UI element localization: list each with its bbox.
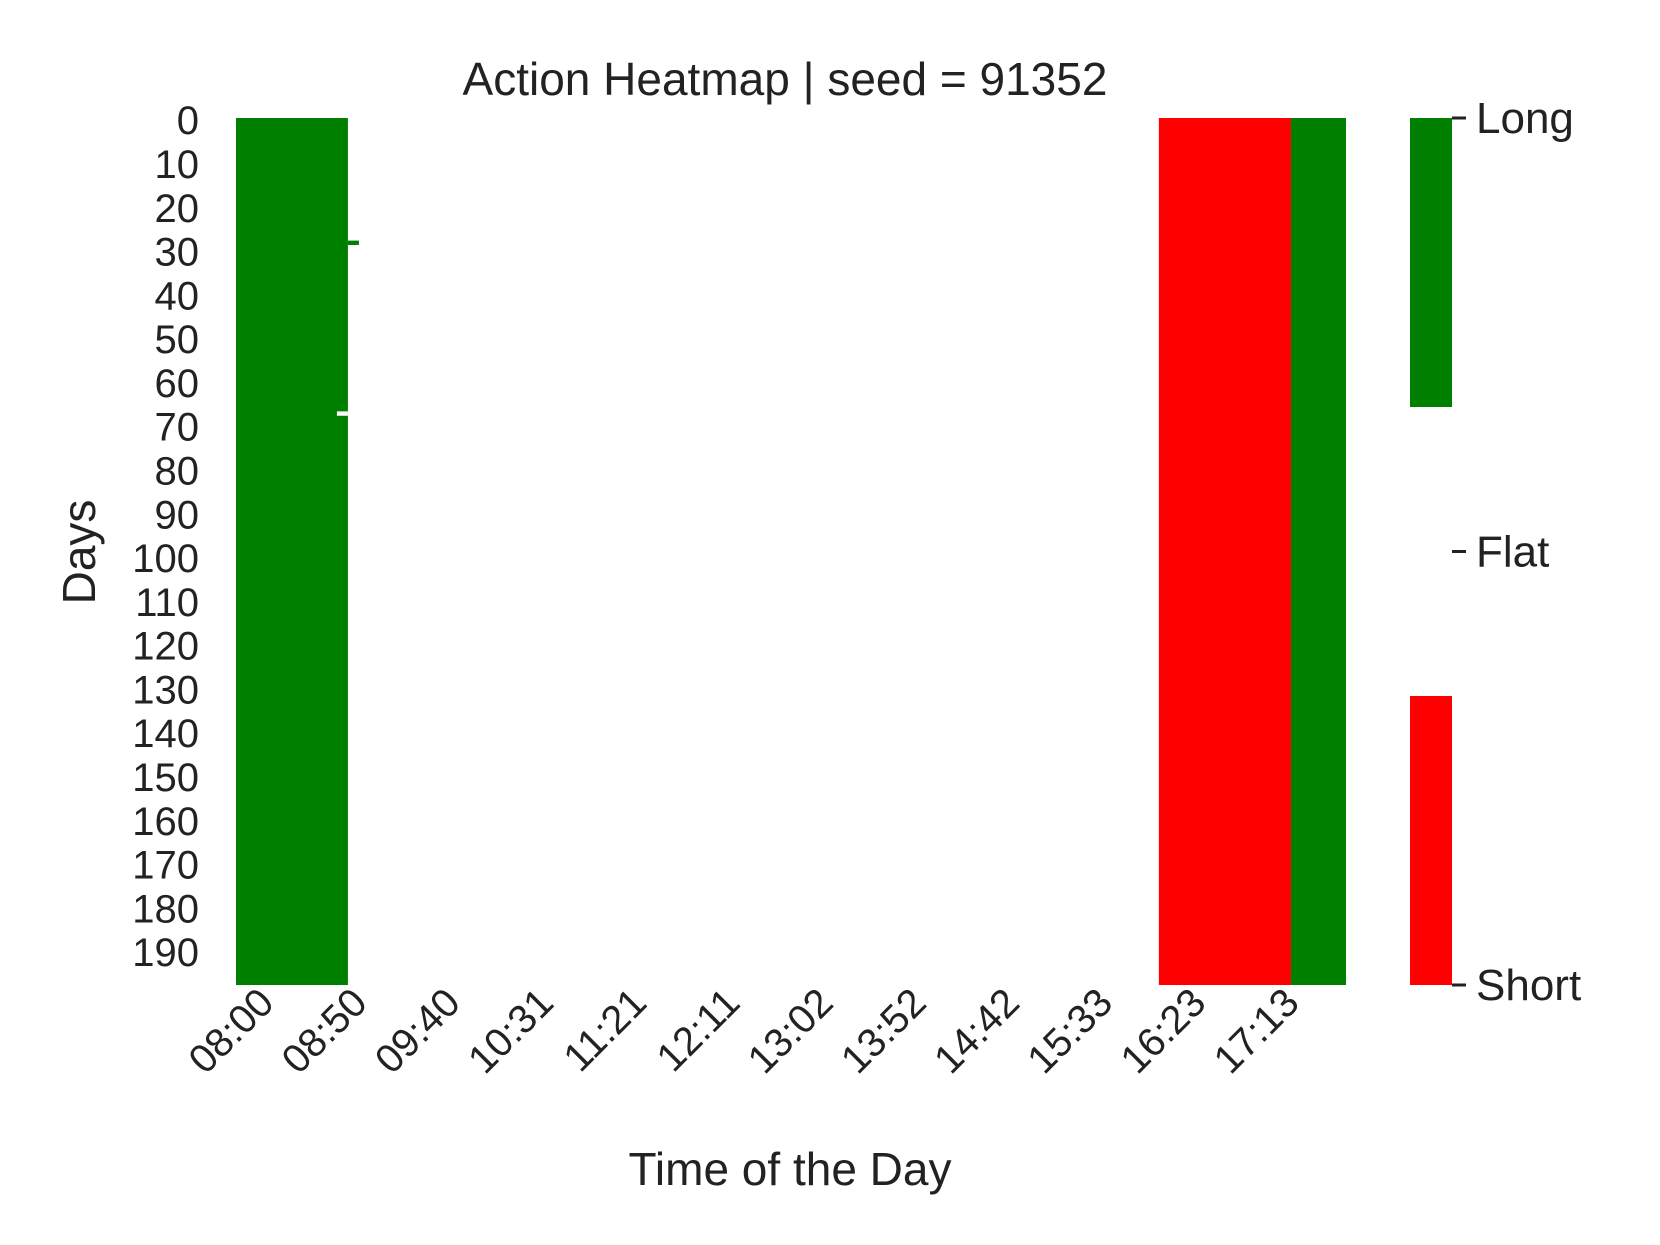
heatmap-area xyxy=(236,118,1346,985)
x-tick-label-1533: 15:33 xyxy=(1019,980,1121,1082)
y-tick-label-60: 60 xyxy=(155,362,200,406)
y-tick-label-90: 90 xyxy=(155,493,200,537)
y-tick-label-170: 170 xyxy=(132,844,199,888)
y-tick-label-130: 130 xyxy=(132,668,199,712)
x-tick-label-0850: 08:50 xyxy=(274,980,376,1082)
y-tick-label-40: 40 xyxy=(155,274,200,318)
colorbar-label-flat: Flat xyxy=(1476,528,1549,577)
y-tick-label-30: 30 xyxy=(155,231,200,275)
heatmap-block-long-1 xyxy=(347,240,359,245)
y-tick-label-120: 120 xyxy=(132,625,199,669)
x-tick-label-1713: 17:13 xyxy=(1206,980,1308,1082)
x-tick-label-1031: 10:31 xyxy=(460,980,562,1082)
x-tick-label-1623: 16:23 xyxy=(1112,980,1214,1082)
heatmap-block-long-4 xyxy=(1290,118,1346,985)
y-tick-label-80: 80 xyxy=(155,449,200,493)
colorbar-label-long: Long xyxy=(1476,94,1574,143)
heatmap-block-flat-2 xyxy=(336,411,348,416)
y-axis-ticks: 0102030405060708090100110120130140150160… xyxy=(132,99,199,975)
x-tick-label-0940: 09:40 xyxy=(367,980,469,1082)
y-tick-label-100: 100 xyxy=(132,537,199,581)
x-tick-label-1211: 12:11 xyxy=(649,980,749,1080)
x-axis-ticks: 08:0008:5009:4010:3111:2112:1113:0213:52… xyxy=(180,980,1307,1082)
x-tick-label-1302: 13:02 xyxy=(740,980,842,1082)
y-axis-title: Days xyxy=(53,500,105,605)
y-tick-label-20: 20 xyxy=(155,187,200,231)
y-tick-label-0: 0 xyxy=(177,99,199,143)
chart-title: Action Heatmap | seed = 91352 xyxy=(463,53,1108,105)
y-tick-label-190: 190 xyxy=(132,931,199,975)
x-tick-label-1352: 13:52 xyxy=(833,980,935,1082)
x-tick-label-0800: 08:00 xyxy=(180,980,282,1082)
x-axis-title: Time of the Day xyxy=(629,1143,952,1195)
colorbar-segment-flat xyxy=(1410,407,1452,696)
heatmap-block-short-3 xyxy=(1158,118,1291,985)
y-tick-label-10: 10 xyxy=(155,143,200,187)
y-tick-label-160: 160 xyxy=(132,800,199,844)
colorbar-segment-long xyxy=(1410,118,1452,407)
y-tick-label-140: 140 xyxy=(132,712,199,756)
y-tick-label-110: 110 xyxy=(135,581,199,625)
y-tick-label-180: 180 xyxy=(132,887,199,931)
y-tick-label-150: 150 xyxy=(132,756,199,800)
y-tick-label-70: 70 xyxy=(155,406,200,450)
colorbar: Long Flat Short xyxy=(1410,94,1581,1010)
x-tick-label-1121: 11:21 xyxy=(555,980,655,1080)
colorbar-segment-short xyxy=(1410,696,1452,985)
heatmap-block-long-0 xyxy=(236,118,348,985)
x-tick-label-1442: 14:42 xyxy=(926,980,1028,1082)
colorbar-label-short: Short xyxy=(1476,961,1581,1010)
y-tick-label-50: 50 xyxy=(155,318,200,362)
